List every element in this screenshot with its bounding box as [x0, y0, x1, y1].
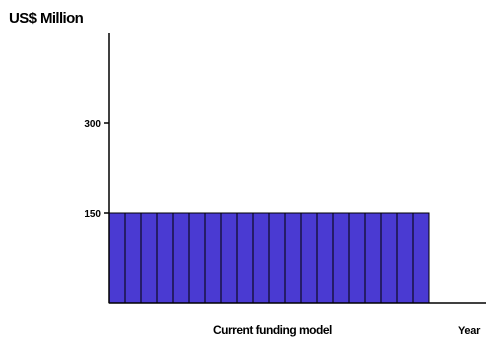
x-axis-label: Year — [458, 325, 481, 337]
bar-5 — [172, 212, 190, 304]
bar-12 — [284, 212, 302, 304]
bar-9 — [236, 212, 254, 304]
bars-group — [108, 212, 430, 304]
bar-17 — [364, 212, 382, 304]
axes-group — [108, 33, 486, 304]
bar-7 — [204, 212, 222, 304]
bar-16 — [348, 212, 366, 304]
bar-11 — [268, 212, 286, 304]
y-axis-label: US$ Million — [9, 10, 84, 27]
bar-3 — [140, 212, 158, 304]
bar-4 — [156, 212, 174, 304]
bar-18 — [380, 212, 398, 304]
y-tick-label-150: 150 — [84, 209, 101, 220]
bar-10 — [252, 212, 270, 304]
bar-8 — [220, 212, 238, 304]
bar-6 — [188, 212, 206, 304]
bar-13 — [300, 212, 318, 304]
bar-2 — [124, 212, 142, 304]
chart-caption: Current funding model — [213, 323, 332, 337]
y-tick-label-300: 300 — [84, 119, 101, 130]
ticks-group: 150 300 — [84, 119, 109, 220]
bar-14 — [316, 212, 334, 304]
bar-1 — [108, 212, 126, 304]
bar-15 — [332, 212, 350, 304]
bar-20 — [412, 212, 430, 304]
bar-19 — [396, 212, 414, 304]
